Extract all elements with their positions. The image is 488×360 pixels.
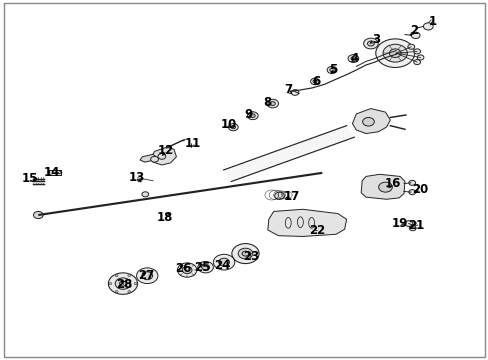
- Circle shape: [213, 254, 234, 270]
- Circle shape: [231, 244, 259, 264]
- Circle shape: [142, 272, 152, 280]
- Text: 2: 2: [409, 24, 417, 37]
- Circle shape: [416, 55, 423, 60]
- Circle shape: [115, 291, 118, 293]
- Circle shape: [150, 157, 158, 162]
- Circle shape: [250, 114, 255, 117]
- Text: 20: 20: [411, 183, 428, 196]
- Text: 19: 19: [391, 217, 407, 230]
- Text: 28: 28: [116, 278, 132, 291]
- Circle shape: [127, 291, 130, 293]
- Circle shape: [238, 248, 252, 259]
- Circle shape: [388, 49, 400, 58]
- Circle shape: [408, 226, 415, 231]
- Text: 27: 27: [138, 269, 154, 282]
- Circle shape: [290, 90, 298, 95]
- Text: 26: 26: [175, 262, 191, 275]
- Circle shape: [201, 264, 209, 270]
- Circle shape: [218, 258, 229, 266]
- Circle shape: [413, 49, 420, 54]
- Polygon shape: [140, 154, 156, 162]
- Circle shape: [231, 126, 235, 129]
- Circle shape: [408, 190, 415, 195]
- Circle shape: [115, 274, 118, 276]
- Circle shape: [326, 66, 336, 73]
- Polygon shape: [361, 174, 404, 199]
- Text: 14: 14: [44, 166, 60, 179]
- Circle shape: [198, 261, 213, 273]
- Circle shape: [228, 123, 238, 131]
- Text: 25: 25: [194, 261, 210, 274]
- Text: 5: 5: [329, 63, 337, 76]
- Circle shape: [407, 44, 414, 49]
- Circle shape: [375, 39, 414, 67]
- Circle shape: [378, 182, 391, 192]
- Circle shape: [274, 192, 284, 199]
- Circle shape: [115, 278, 130, 289]
- Circle shape: [410, 32, 419, 39]
- Circle shape: [413, 60, 420, 64]
- Circle shape: [242, 251, 248, 256]
- Circle shape: [127, 274, 130, 276]
- Circle shape: [363, 38, 377, 49]
- Circle shape: [404, 221, 412, 226]
- Circle shape: [33, 211, 43, 219]
- Circle shape: [158, 154, 165, 159]
- Circle shape: [350, 57, 355, 60]
- Text: 24: 24: [214, 258, 230, 271]
- Circle shape: [182, 266, 192, 274]
- Circle shape: [269, 102, 275, 105]
- Text: 23: 23: [243, 250, 259, 263]
- Circle shape: [362, 117, 373, 126]
- Text: 6: 6: [312, 75, 320, 88]
- Circle shape: [119, 281, 126, 286]
- Text: 4: 4: [349, 52, 358, 65]
- Circle shape: [310, 78, 319, 85]
- Text: 16: 16: [385, 177, 401, 190]
- Text: 3: 3: [371, 33, 379, 46]
- Circle shape: [347, 55, 358, 63]
- Circle shape: [367, 41, 373, 46]
- Circle shape: [423, 23, 432, 30]
- Circle shape: [382, 44, 407, 62]
- Circle shape: [108, 273, 137, 294]
- Circle shape: [247, 112, 258, 120]
- Text: 11: 11: [184, 137, 200, 150]
- Circle shape: [142, 192, 148, 197]
- Text: 18: 18: [157, 211, 173, 224]
- Circle shape: [329, 68, 333, 72]
- Text: 21: 21: [407, 219, 424, 232]
- Text: 1: 1: [428, 15, 436, 28]
- Polygon shape: [151, 147, 176, 165]
- Circle shape: [136, 268, 158, 284]
- Text: 22: 22: [309, 224, 325, 237]
- Circle shape: [312, 80, 316, 83]
- Circle shape: [177, 263, 197, 277]
- Circle shape: [109, 283, 112, 285]
- Text: 7: 7: [284, 84, 292, 96]
- Text: 10: 10: [221, 118, 237, 131]
- Text: 12: 12: [157, 144, 174, 157]
- Circle shape: [134, 283, 137, 285]
- Polygon shape: [223, 126, 354, 181]
- Bar: [49, 170, 61, 175]
- Text: 8: 8: [263, 96, 271, 109]
- Text: 17: 17: [284, 190, 300, 203]
- Text: 13: 13: [128, 171, 144, 184]
- Text: 9: 9: [244, 108, 252, 121]
- Polygon shape: [352, 109, 389, 134]
- Text: 15: 15: [21, 172, 38, 185]
- Circle shape: [408, 180, 415, 185]
- Polygon shape: [267, 209, 346, 237]
- Circle shape: [266, 99, 278, 108]
